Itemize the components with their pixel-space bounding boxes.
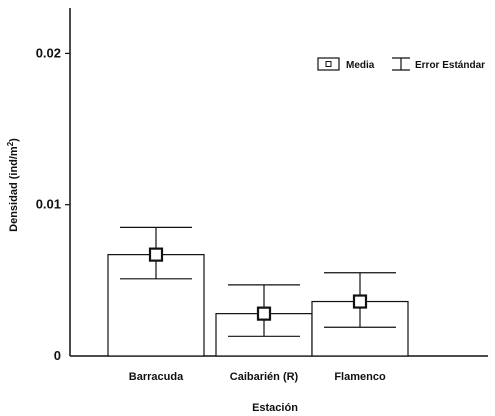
y-axis-title-main: Densidad (ind/m xyxy=(8,146,20,232)
legend-mean-label: Media xyxy=(346,60,375,71)
legend-error-label: Error Estándar xyxy=(415,60,485,71)
plot-area: 0 0.01 0.02 Barracuda Caibarién (R) Flamenco xyxy=(36,8,488,383)
category-label-1: Caibarién (R) xyxy=(230,371,299,383)
legend: Media Error Estándar xyxy=(317,57,485,71)
y-axis-title-superscript: 2 xyxy=(6,141,15,146)
mean-marker-2 xyxy=(352,294,368,309)
mean-marker-0 xyxy=(148,247,164,262)
y-tick-label-1: 0.01 xyxy=(36,197,61,212)
y-axis-title-close: ) xyxy=(8,138,20,142)
legend-mean-marker xyxy=(325,61,332,67)
y-tick-label-2: 0.02 xyxy=(36,45,61,60)
category-label-2: Flamenco xyxy=(334,371,386,383)
y-axis-title: Densidad (ind/m2) xyxy=(6,138,20,232)
y-tick-label-0: 0 xyxy=(54,348,61,363)
category-label-0: Barracuda xyxy=(129,371,184,383)
mean-marker-1 xyxy=(256,306,272,321)
x-axis-title: Estación xyxy=(252,402,298,414)
